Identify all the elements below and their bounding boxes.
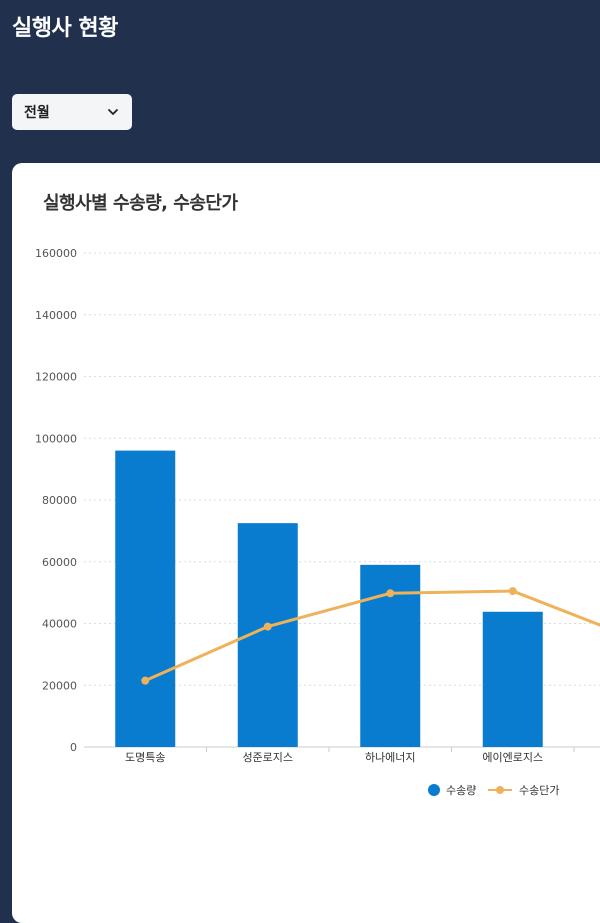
legend-label: 수송량 (446, 784, 476, 797)
legend-marker-point (496, 786, 504, 794)
line-point (386, 589, 395, 598)
legend-marker-bar (428, 784, 440, 796)
x-tick-label: 도명특송 (125, 751, 165, 764)
y-tick-label: 100000 (35, 432, 77, 445)
line-point (141, 676, 150, 685)
y-tick-label: 20000 (42, 679, 77, 692)
x-tick-label: 하나에너지 (365, 750, 416, 764)
y-tick-label: 0 (70, 741, 77, 754)
x-tick-label: 에이엔로지스 (482, 751, 543, 764)
bar (115, 450, 176, 747)
y-tick-label: 80000 (42, 494, 77, 507)
y-tick-label: 140000 (35, 309, 77, 322)
y-tick-label: 160000 (35, 247, 77, 260)
y-tick-label: 120000 (35, 371, 77, 384)
y-tick-label: 40000 (42, 618, 77, 631)
line-point (263, 622, 272, 631)
page-title: 실행사 현황 (12, 16, 118, 41)
legend-label: 수송단가 (519, 784, 559, 797)
bar (482, 611, 543, 747)
chart-card: 실행사별 수송량, 수송단가 0 20000 40000 60000 80000 1000… (12, 163, 600, 923)
y-tick-label: 60000 (42, 556, 77, 569)
period-select-value: 전월 (24, 105, 50, 121)
x-tick-label: 성준로지스 (242, 751, 293, 764)
chart-title: 실행사별 수송량, 수송단가 (43, 193, 238, 214)
chart: 0 20000 40000 60000 80000 100000 120000 140000 1… (35, 247, 600, 797)
line-point (508, 587, 517, 596)
period-select[interactable]: 전월 (12, 94, 132, 130)
chevron-down-icon (108, 109, 118, 115)
